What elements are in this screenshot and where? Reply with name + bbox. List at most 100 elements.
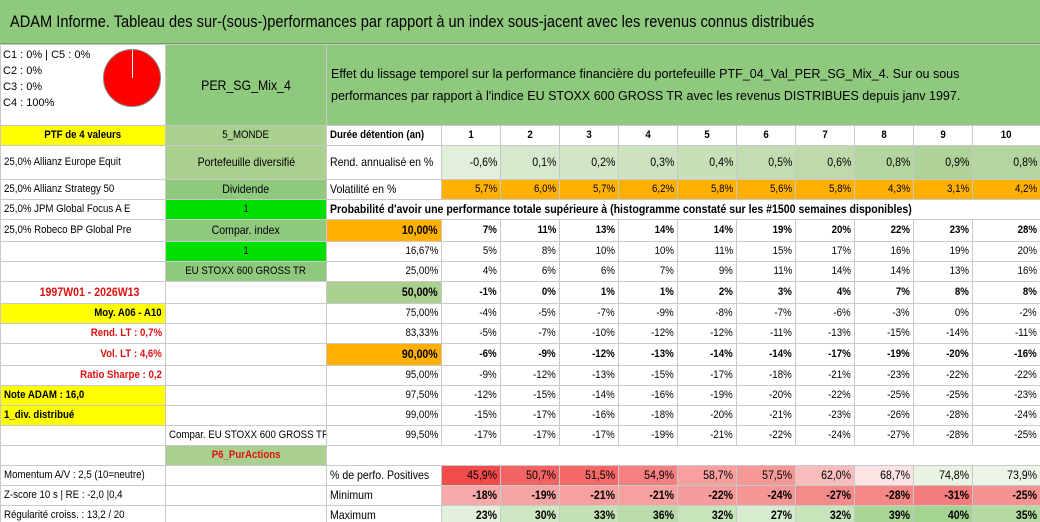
vol-value-text: 4,2% (1014, 183, 1037, 195)
quantile-value: 9% (677, 261, 737, 282)
quantile-value: -22% (795, 385, 855, 406)
quantile-value: -9% (500, 343, 560, 366)
quantile-value: -6% (795, 303, 855, 324)
quantile-value: 14% (677, 219, 737, 242)
quantile-value: -12% (500, 365, 560, 386)
min-value: -31% (913, 485, 973, 506)
table-row: P6_PurActions (0, 445, 1040, 466)
quantile-label-text: 95,00% (405, 369, 438, 381)
quantile-value-text: 13% (949, 265, 969, 277)
quantile-value: -17% (795, 343, 855, 366)
holding-text: 25,0% Allianz Strategy 50 (4, 183, 115, 195)
quantile-value-text: -26% (887, 409, 910, 421)
quantile-value-text: -17% (533, 429, 556, 441)
quantile-value: -15% (618, 365, 678, 386)
quantile-value: 2% (677, 281, 737, 304)
pos-value-text: 54,9% (644, 468, 674, 482)
table-row: 1_div. distribué 99,00% -15% -17% -16% -18% -2… (0, 405, 1040, 426)
min-value-text: -21% (590, 488, 615, 502)
pos-value-text: 68,7% (880, 468, 910, 482)
quantile-value: -3% (854, 303, 914, 324)
max-label-text: Maximum (330, 508, 376, 522)
one-label-text: 1 (243, 245, 249, 257)
quantile-value: -21% (795, 365, 855, 386)
sharpe-label: Ratio Sharpe : 0,2 (0, 365, 166, 386)
max-value: 32% (677, 505, 737, 522)
quantile-value-text: 4% (837, 286, 851, 298)
pos-value: 57,5% (736, 465, 796, 486)
quantile-value-text: 3% (778, 286, 792, 298)
quantile-value: 8% (500, 241, 560, 262)
quantile-value-text: -5% (538, 307, 556, 319)
empty-cell (165, 303, 327, 324)
quantile-value-text: -17% (828, 348, 851, 360)
min-label-text: Minimum (330, 488, 373, 502)
quantile-value-text: -27% (887, 429, 910, 441)
rend-lt-label-text: Rend. LT : 0,7% (90, 327, 162, 339)
vol-value-text: 6,2% (651, 183, 674, 195)
quantile-value-text: 17% (831, 245, 851, 257)
quantile-value: 17% (795, 241, 855, 262)
quantile-label: 99,00% (326, 405, 442, 426)
quantile-value: -21% (736, 405, 796, 426)
table-row: Momentum A/V : 2,5 (10=neutre) % de perfo… (0, 465, 1040, 486)
quantile-value-text: -6% (833, 307, 851, 319)
rend-value-text: 0,3% (649, 155, 674, 169)
quantile-value: -19% (677, 385, 737, 406)
max-value: 23% (441, 505, 501, 522)
year-header: 4 (618, 125, 678, 146)
year-header: 6 (736, 125, 796, 146)
quantile-value-text: 13% (595, 224, 615, 236)
vol-value: 5,8% (795, 179, 855, 200)
max-value: 30% (500, 505, 560, 522)
quantile-value-text: -12% (651, 327, 674, 339)
quantile-value-text: -19% (887, 348, 910, 360)
pos-value-text: 50,7% (526, 468, 556, 482)
quantile-value: 14% (854, 261, 914, 282)
table-row: PTF de 4 valeurs 5_MONDE Durée détention (… (0, 125, 1040, 146)
quantile-value-text: -17% (592, 429, 615, 441)
quantile-value: -5% (441, 323, 501, 344)
quantile-value-text: 0% (955, 307, 969, 319)
quantile-value-text: -18% (769, 369, 792, 381)
quantile-value: 22% (854, 219, 914, 242)
max-value: 40% (913, 505, 973, 522)
quantile-label: 25,00% (326, 261, 442, 282)
table-row: Vol. LT : 4,6% 90,00% -6% -9% -12% -13% -14% -1… (0, 343, 1040, 366)
quantile-value: 8% (913, 281, 973, 304)
rend-value-text: 0,8% (1012, 155, 1037, 169)
quantile-value-text: -13% (592, 369, 615, 381)
max-value: 32% (795, 505, 855, 522)
quantile-value-text: -16% (592, 409, 615, 421)
pos-value: 58,7% (677, 465, 737, 486)
quantile-value: -17% (500, 405, 560, 426)
quantile-value: 4% (441, 261, 501, 282)
quantile-value: -14% (559, 385, 619, 406)
min-value-text: -27% (826, 488, 851, 502)
min-value: -19% (500, 485, 560, 506)
quantile-value-text: -14% (769, 348, 792, 360)
quantile-value-text: 22% (890, 224, 910, 236)
quantile-value: 11% (677, 241, 737, 262)
holding-text: 25,0% JPM Global Focus A E (4, 203, 131, 215)
empty-cell (165, 405, 327, 426)
quantile-value-text: -5% (479, 327, 497, 339)
quantile-value: -13% (795, 323, 855, 344)
rend-value: 0,4% (677, 145, 737, 180)
compar-label-text: Compar. EU STOXX 600 GROSS TR (169, 429, 327, 441)
year-header-text: 2 (527, 129, 533, 141)
quantile-value: 0% (500, 281, 560, 304)
rend-value: 0,8% (854, 145, 914, 180)
quantile-value: 19% (913, 241, 973, 262)
vol-value-text: 6,0% (533, 183, 556, 195)
quantile-value-text: -23% (1014, 389, 1037, 401)
rend-value: 0,8% (972, 145, 1040, 180)
one-label: 1 (165, 199, 327, 220)
quantile-value-text: 20% (831, 224, 851, 236)
quantile-value-text: 28% (1017, 224, 1037, 236)
compar-label: Compar. EU STOXX 600 GROSS TR (165, 425, 327, 446)
quantile-value: 6% (559, 261, 619, 282)
quantile-value-text: -11% (1015, 327, 1037, 339)
quantile-value-text: 0% (542, 286, 556, 298)
